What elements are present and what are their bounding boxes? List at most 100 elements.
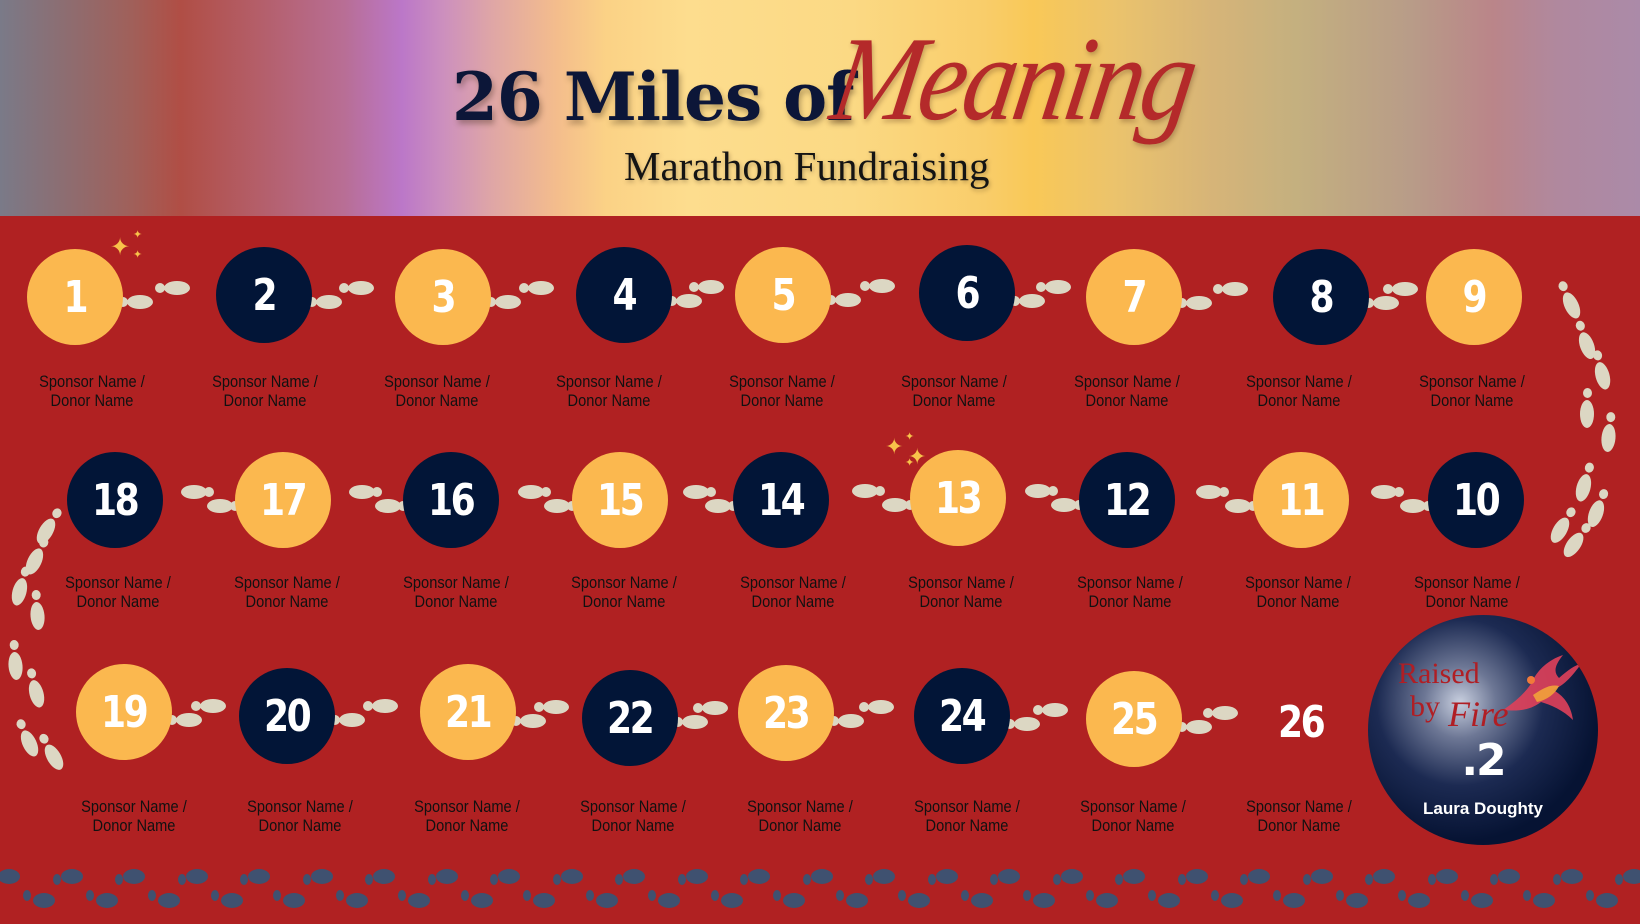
mile-marker-18: 18 <box>67 452 163 548</box>
footprint-icon <box>560 869 583 884</box>
sponsor-label[interactable]: Sponsor Name / Donor Name <box>564 573 684 611</box>
footprint-icon <box>1177 874 1186 885</box>
footprint-icon <box>534 702 544 712</box>
footprint-icon <box>595 893 618 908</box>
donor-name: Donor Name <box>223 391 307 410</box>
sponsor-name: Sponsor Name / <box>39 372 145 391</box>
footprint-icon <box>115 874 123 885</box>
sponsor-label[interactable]: Sponsor Name / Donor Name <box>1239 372 1359 410</box>
donor-name: Donor Name <box>76 592 160 611</box>
mile-marker-24: 24 <box>914 668 1010 764</box>
sponsor-label[interactable]: Sponsor Name / Donor Name <box>740 797 860 835</box>
footprint-icon <box>865 874 873 885</box>
footprint-icon <box>998 869 1020 884</box>
footprint-icon <box>658 893 680 908</box>
footprint-icon <box>835 293 861 307</box>
footprint-icon <box>375 499 401 513</box>
sponsor-label[interactable]: Sponsor Name / Donor Name <box>396 573 516 611</box>
footprint-icon <box>740 874 748 885</box>
footprint-icon <box>1024 484 1051 498</box>
sponsor-label[interactable]: Sponsor Name / Donor Name <box>32 372 152 410</box>
sponsor-label[interactable]: Sponsor Name / Donor Name <box>1412 372 1532 410</box>
footprint-icon <box>1010 296 1020 306</box>
footprint-icon <box>1219 487 1229 497</box>
footprint-icon <box>667 296 677 306</box>
footprint-icon <box>1382 284 1393 294</box>
sponsor-label[interactable]: Sponsor Name / Donor Name <box>1073 797 1193 835</box>
sponsor-name: Sponsor Name / <box>914 797 1020 816</box>
footprint-icon <box>882 498 908 512</box>
footprint-icon <box>310 869 333 884</box>
donor-name: Donor Name <box>414 592 498 611</box>
sponsor-name: Sponsor Name / <box>1419 372 1525 391</box>
sponsor-label[interactable]: Sponsor Name / Donor Name <box>1070 573 1190 611</box>
footprint-icon <box>720 893 743 908</box>
mile-marker-20: 20 <box>239 668 335 764</box>
sponsor-label[interactable]: Sponsor Name / Donor Name <box>1067 372 1187 410</box>
sponsor-label[interactable]: Sponsor Name / Donor Name <box>894 372 1014 410</box>
footprint-icon <box>518 283 529 293</box>
sponsor-label[interactable]: Sponsor Name / Donor Name <box>227 573 347 611</box>
sponsor-label[interactable]: Sponsor Name / Donor Name <box>549 372 669 410</box>
mile-number: 4 <box>612 269 638 321</box>
footprint-icon <box>527 281 554 295</box>
mile-marker-23: 23 <box>738 665 834 761</box>
footprint-icon <box>167 715 177 725</box>
sparkle-icon: ✦ <box>905 431 915 443</box>
mile-marker-22: 22 <box>582 670 678 766</box>
sponsor-name: Sponsor Name / <box>212 372 318 391</box>
sponsor-label[interactable]: Sponsor Name / Donor Name <box>1239 797 1359 835</box>
footprint-icon <box>498 869 520 884</box>
sponsor-label[interactable]: Sponsor Name / Donor Name <box>901 573 1021 611</box>
mile-marker-7: 7 <box>1086 249 1182 345</box>
footprint-icon <box>1435 869 1458 884</box>
sponsor-name: Sponsor Name / <box>1077 573 1183 592</box>
mile-number: 24 <box>939 690 987 742</box>
mile-marker-15: 15 <box>572 452 668 548</box>
sponsor-label[interactable]: Sponsor Name / Donor Name <box>58 573 178 611</box>
donor-name: Donor Name <box>751 592 835 611</box>
footprint-icon <box>23 890 31 901</box>
footprint-icon <box>1370 485 1397 499</box>
sponsor-label[interactable]: Sponsor Name / Donor Name <box>722 372 842 410</box>
footprint-icon <box>1225 499 1251 513</box>
footprint-icon <box>1033 704 1043 715</box>
sponsor-label[interactable]: Sponsor Name / Donor Name <box>1407 573 1527 611</box>
sponsor-label[interactable]: Sponsor Name / Donor Name <box>573 797 693 835</box>
footprint-icon <box>470 893 493 908</box>
sponsor-label[interactable]: Sponsor Name / Donor Name <box>407 797 527 835</box>
sponsor-name: Sponsor Name / <box>571 573 677 592</box>
sponsor-name: Sponsor Name / <box>1246 797 1352 816</box>
mile-marker-5: 5 <box>735 247 831 343</box>
mile-marker-10: 10 <box>1428 452 1524 548</box>
mile-number: 20 <box>264 690 312 742</box>
mile-marker-11: 11 <box>1253 452 1349 548</box>
sponsor-label[interactable]: Sponsor Name / Donor Name <box>74 797 194 835</box>
footprint-icon <box>1393 487 1404 497</box>
mile-number: 3 <box>431 271 457 323</box>
footprint-icon <box>1210 890 1219 901</box>
footprint-icon <box>1554 279 1584 322</box>
sponsor-label[interactable]: Sponsor Name / Donor Name <box>240 797 360 835</box>
footprint-icon <box>1202 707 1213 718</box>
mile-number: 15 <box>597 474 645 526</box>
footprint-icon <box>185 869 208 884</box>
donor-name: Donor Name <box>1430 391 1514 410</box>
sponsor-label[interactable]: Sponsor Name / Donor Name <box>377 372 497 410</box>
footprint-icon <box>52 874 61 885</box>
footprint-icon <box>851 484 878 498</box>
footprint-icon <box>868 699 894 714</box>
sponsor-label[interactable]: Sponsor Name / Donor Name <box>907 797 1027 835</box>
sponsor-label[interactable]: Sponsor Name / Donor Name <box>733 573 853 611</box>
sponsor-label[interactable]: Sponsor Name / Donor Name <box>1238 573 1358 611</box>
mile-number: 7 <box>1122 271 1148 323</box>
footprint-icon <box>1051 498 1077 512</box>
footprint-icon <box>1408 893 1430 908</box>
sparkle-icon: ✦ <box>110 234 131 261</box>
sponsor-label[interactable]: Sponsor Name / Donor Name <box>205 372 325 410</box>
mile-number: 16 <box>428 474 476 526</box>
mile-number: 18 <box>92 474 140 526</box>
footprint-icon <box>220 893 243 908</box>
donor-name: Donor Name <box>591 816 675 835</box>
footprint-icon <box>1240 874 1248 885</box>
